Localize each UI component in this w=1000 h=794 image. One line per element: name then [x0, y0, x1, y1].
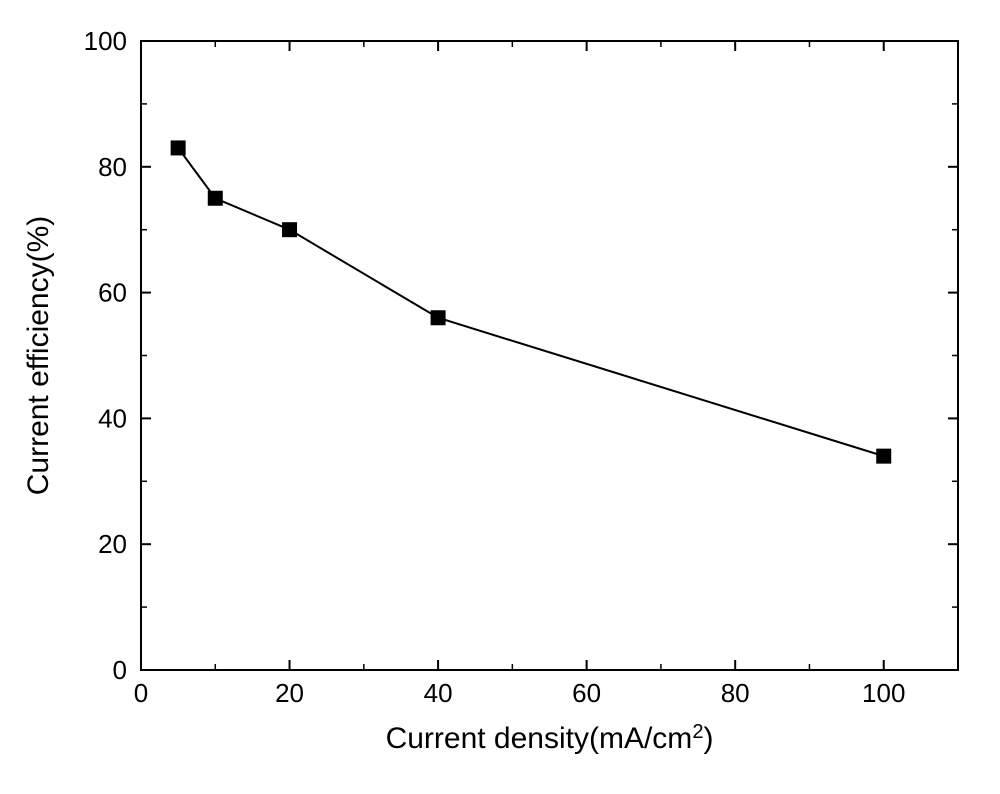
y-tick-label: 20: [98, 529, 127, 559]
y-tick-label: 0: [113, 655, 127, 685]
y-tick-label: 100: [84, 26, 127, 56]
x-tick-label: 0: [134, 678, 148, 708]
data-marker: [208, 191, 222, 205]
x-tick-label: 40: [424, 678, 453, 708]
data-marker: [877, 449, 891, 463]
data-marker: [283, 223, 297, 237]
y-tick-label: 40: [98, 403, 127, 433]
y-tick-label: 80: [98, 152, 127, 182]
plot-border: [141, 41, 958, 670]
x-tick-label: 20: [275, 678, 304, 708]
data-marker: [431, 311, 445, 325]
x-tick-label: 100: [862, 678, 905, 708]
x-axis-title: Current density(mA/cm2): [386, 721, 714, 755]
data-line: [178, 148, 884, 456]
chart-svg: 0 20 40 60 80 100 0 20 40 60 80 100 Current density(…: [0, 0, 1000, 794]
data-marker: [171, 141, 185, 155]
x-tick-label: 60: [572, 678, 601, 708]
y-tick-label: 60: [98, 278, 127, 308]
efficiency-chart: 0 20 40 60 80 100 0 20 40 60 80 100 Current density(…: [0, 0, 1000, 794]
y-axis-title: Current efficiency(%): [22, 216, 55, 496]
x-tick-label: 80: [721, 678, 750, 708]
